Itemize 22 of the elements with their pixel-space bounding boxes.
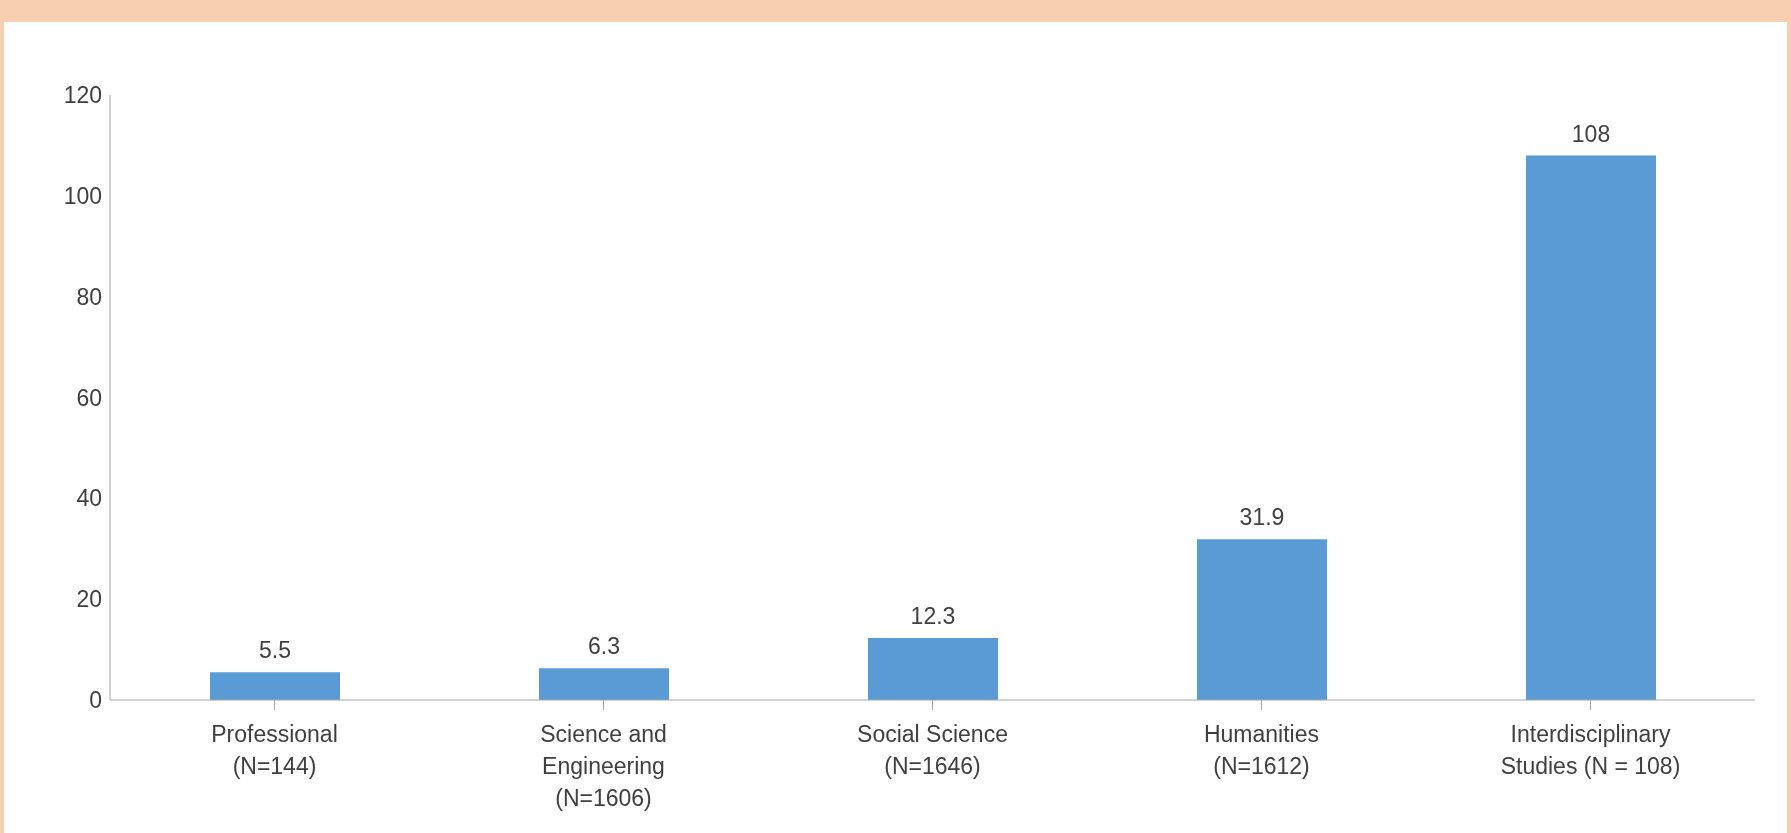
data-label: 12.3 bbox=[910, 602, 956, 629]
x-tick-label: Social Science (N=1646) bbox=[857, 721, 1008, 779]
y-tick-label: 100 bbox=[63, 183, 102, 209]
data-label: 31.9 bbox=[1239, 504, 1285, 531]
data-label: 6.3 bbox=[588, 633, 620, 660]
data-label: 108 bbox=[1571, 120, 1611, 147]
bar bbox=[868, 637, 998, 700]
bar bbox=[539, 668, 669, 700]
y-tick-label: 20 bbox=[76, 586, 102, 613]
y-tick-label: 60 bbox=[76, 384, 102, 411]
y-tick-label: 80 bbox=[76, 283, 102, 310]
y-tick-label: 40 bbox=[76, 485, 102, 512]
y-tick-label: 120 bbox=[63, 82, 102, 109]
x-tick-label: Professional (N=144) bbox=[211, 721, 338, 779]
bar bbox=[1526, 155, 1656, 700]
bar bbox=[210, 672, 340, 700]
x-tick-label: Interdisciplinary Studies (N = 108) bbox=[1500, 721, 1681, 779]
x-tick-label: Science and Engineering (N=1606) bbox=[540, 721, 667, 811]
data-label: 5.5 bbox=[259, 637, 291, 664]
x-tick-label: Humanities (N=1612) bbox=[1203, 721, 1320, 779]
bar bbox=[1197, 539, 1327, 700]
y-tick-label: 0 bbox=[89, 687, 102, 714]
